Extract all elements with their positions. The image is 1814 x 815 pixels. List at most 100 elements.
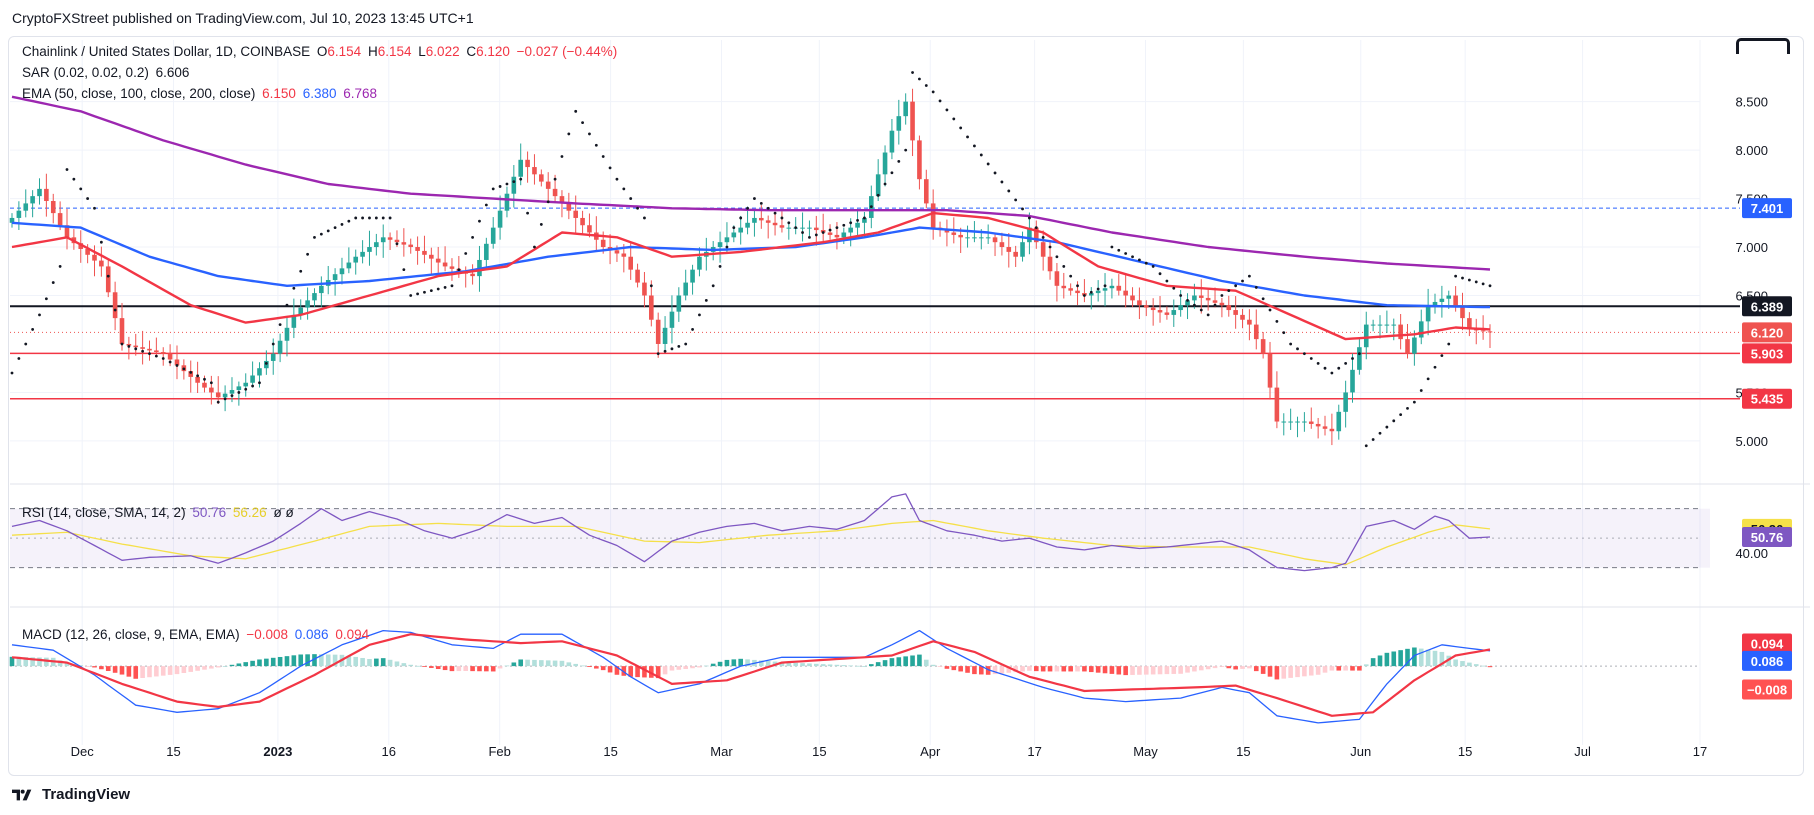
level-price-tag: 5.903 (1751, 346, 1784, 361)
macd-histogram-bar (1040, 666, 1046, 672)
macd-line (11, 629, 1491, 724)
candle-body (1095, 290, 1101, 294)
price-tick-label: 8.500 (1735, 95, 1768, 110)
macd-histogram-bar (1370, 658, 1376, 667)
sar-dot (161, 357, 165, 360)
macd-histogram-bar (353, 656, 359, 667)
macd-histogram-bar (264, 658, 269, 667)
sar-dot (1371, 438, 1375, 441)
macd-histogram-bar (1130, 666, 1135, 675)
macd-histogram-bar (1302, 666, 1307, 677)
ema100-line (11, 221, 1491, 309)
sar-dot (374, 216, 378, 220)
sar-dot (890, 171, 894, 175)
x-tick-label: 17 (1693, 744, 1707, 759)
x-tick-label: 2023 (263, 744, 292, 759)
fullscreen-button[interactable] (1736, 38, 1790, 54)
macd-histogram-bar (855, 665, 860, 667)
chart-frame[interactable] (8, 36, 1804, 776)
macd-histogram-bar (923, 659, 929, 667)
macd-histogram-bar (724, 659, 730, 667)
macd-histogram-bar (1439, 651, 1445, 667)
sar-dot (993, 171, 997, 175)
candle-body (119, 318, 125, 344)
sar-dot (670, 347, 674, 351)
sar-dot (1474, 280, 1478, 284)
sar-dot (292, 286, 296, 290)
sar-dot (519, 177, 523, 181)
candle-body (1432, 301, 1438, 306)
macd-histogram-bar (882, 660, 888, 667)
macd-histogram-bar (642, 666, 647, 678)
macd-histogram-bar (85, 666, 90, 667)
candle-body (1075, 290, 1080, 294)
macd-histogram-bar (1446, 655, 1452, 667)
sar-dot (869, 205, 873, 209)
candle-body (195, 376, 200, 383)
macd-histogram-bar (346, 655, 352, 667)
macd-histogram-bar (1425, 649, 1431, 667)
macd-histogram-bar (1473, 664, 1479, 667)
macd-histogram-bar (655, 666, 661, 679)
candle-body (1137, 300, 1142, 306)
macd-histogram-bar (408, 664, 414, 667)
sar-dot (1076, 284, 1079, 288)
candle-body (765, 220, 771, 223)
candle-body (1460, 306, 1465, 319)
candle-body (559, 196, 565, 204)
macd-histogram-bar (717, 661, 723, 667)
sar-dot (368, 216, 371, 220)
sar-value: 6.606 (155, 65, 190, 80)
candle-body (655, 319, 661, 344)
macd-histogram-bar (903, 656, 908, 667)
sar-dot (725, 245, 729, 249)
macd-hist-tag-bg (1742, 679, 1792, 700)
macd-histogram-bar (463, 666, 469, 672)
macd-histogram-bar (442, 666, 448, 671)
macd-histogram-bar (992, 666, 998, 675)
candle-body (511, 176, 517, 194)
candle-body (1329, 428, 1335, 432)
macd-histogram-bar (731, 659, 737, 667)
price-tick-label: 5.000 (1735, 434, 1768, 449)
candle-body (930, 203, 936, 228)
candle-body (628, 256, 633, 270)
sar-dot (1433, 365, 1437, 369)
rsi-line (11, 493, 1491, 572)
footer-brand[interactable]: TradingView (12, 786, 130, 803)
sar-dot (464, 252, 468, 255)
macd-histogram-bar (786, 662, 792, 667)
macd-histogram-bar (1357, 666, 1362, 671)
candle-body (814, 227, 819, 231)
macd-histogram-bar (1027, 666, 1032, 671)
macd-histogram-bar (944, 666, 950, 669)
candle-body (257, 368, 262, 376)
candle-body (30, 196, 35, 204)
macd-histogram-bar (978, 666, 984, 675)
candle-body (1295, 421, 1300, 423)
macd-histogram-bar (1267, 666, 1273, 677)
sar-dot (299, 269, 303, 273)
macd-histogram-bar (607, 666, 613, 673)
macd-histogram-bar (985, 666, 991, 675)
sar-dot (196, 374, 200, 378)
candle-body (23, 203, 29, 211)
sar-dot (203, 377, 206, 381)
sar-dot (24, 342, 28, 346)
change-value: −0.027 (−0.44%) (516, 44, 618, 59)
sar-dot (306, 252, 309, 256)
candle-body (236, 386, 242, 391)
x-tick-label: Apr (920, 744, 941, 759)
macd-histogram-bar (154, 666, 159, 677)
macd-histogram-bar (683, 666, 688, 670)
candle-body (319, 285, 324, 294)
sar-dot (450, 284, 454, 288)
candle-body (882, 152, 888, 175)
candle-body (44, 188, 49, 201)
sar-dot (93, 206, 96, 210)
sar-dot (1131, 255, 1134, 259)
sar-dot (1454, 274, 1458, 278)
macd-histogram-bar (105, 666, 111, 672)
sar-dot (264, 361, 268, 365)
